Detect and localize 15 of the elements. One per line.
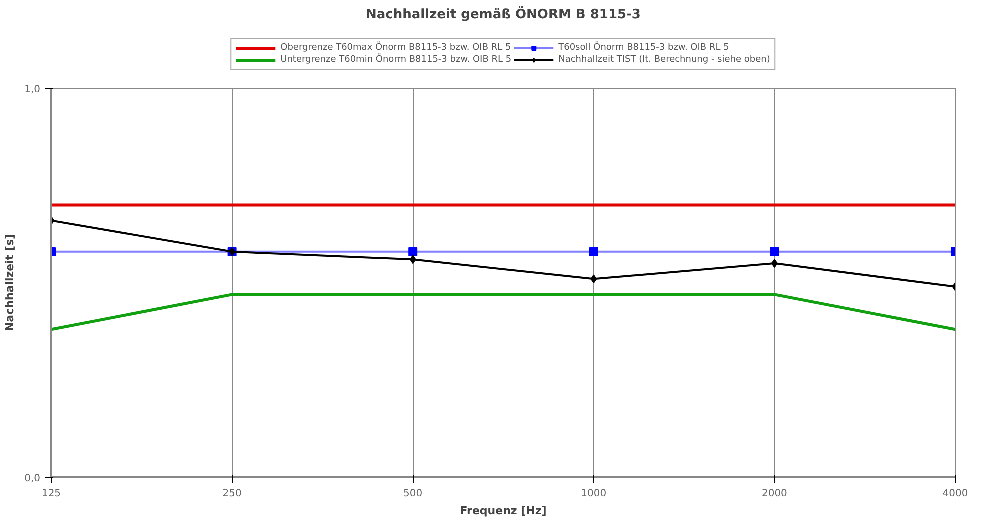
legend-label: T60soll Önorm B8115-3 bzw. OIB RL 5 xyxy=(558,42,730,52)
x-tick-label: 1000 xyxy=(581,488,607,500)
x-tick-label: 2000 xyxy=(762,488,788,500)
y-axis-title: Nachhallzeit [s] xyxy=(4,234,17,332)
chart-title: Nachhallzeit gemäß ÖNORM B 8115-3 xyxy=(366,6,641,22)
x-tick-label: 125 xyxy=(42,488,62,500)
legend-label: Obergrenze T60max Önorm B8115-3 bzw. OIB RL 5 xyxy=(280,42,512,52)
y-tick-label: 1,0 xyxy=(24,84,41,96)
x-tick-label: 4000 xyxy=(942,488,968,500)
x-axis-title: Frequenz [Hz] xyxy=(460,504,547,518)
y-tick-label: 0,0 xyxy=(24,474,41,484)
legend-label: Nachhallzeit TIST (lt. Berechnung - siehe oben) xyxy=(558,54,770,64)
legend-label: Untergrenze T60min Önorm B8115-3 bzw. OIB RL 5 xyxy=(280,54,512,64)
x-tick-label: 500 xyxy=(404,488,423,500)
x-tick-label: 250 xyxy=(222,488,242,500)
